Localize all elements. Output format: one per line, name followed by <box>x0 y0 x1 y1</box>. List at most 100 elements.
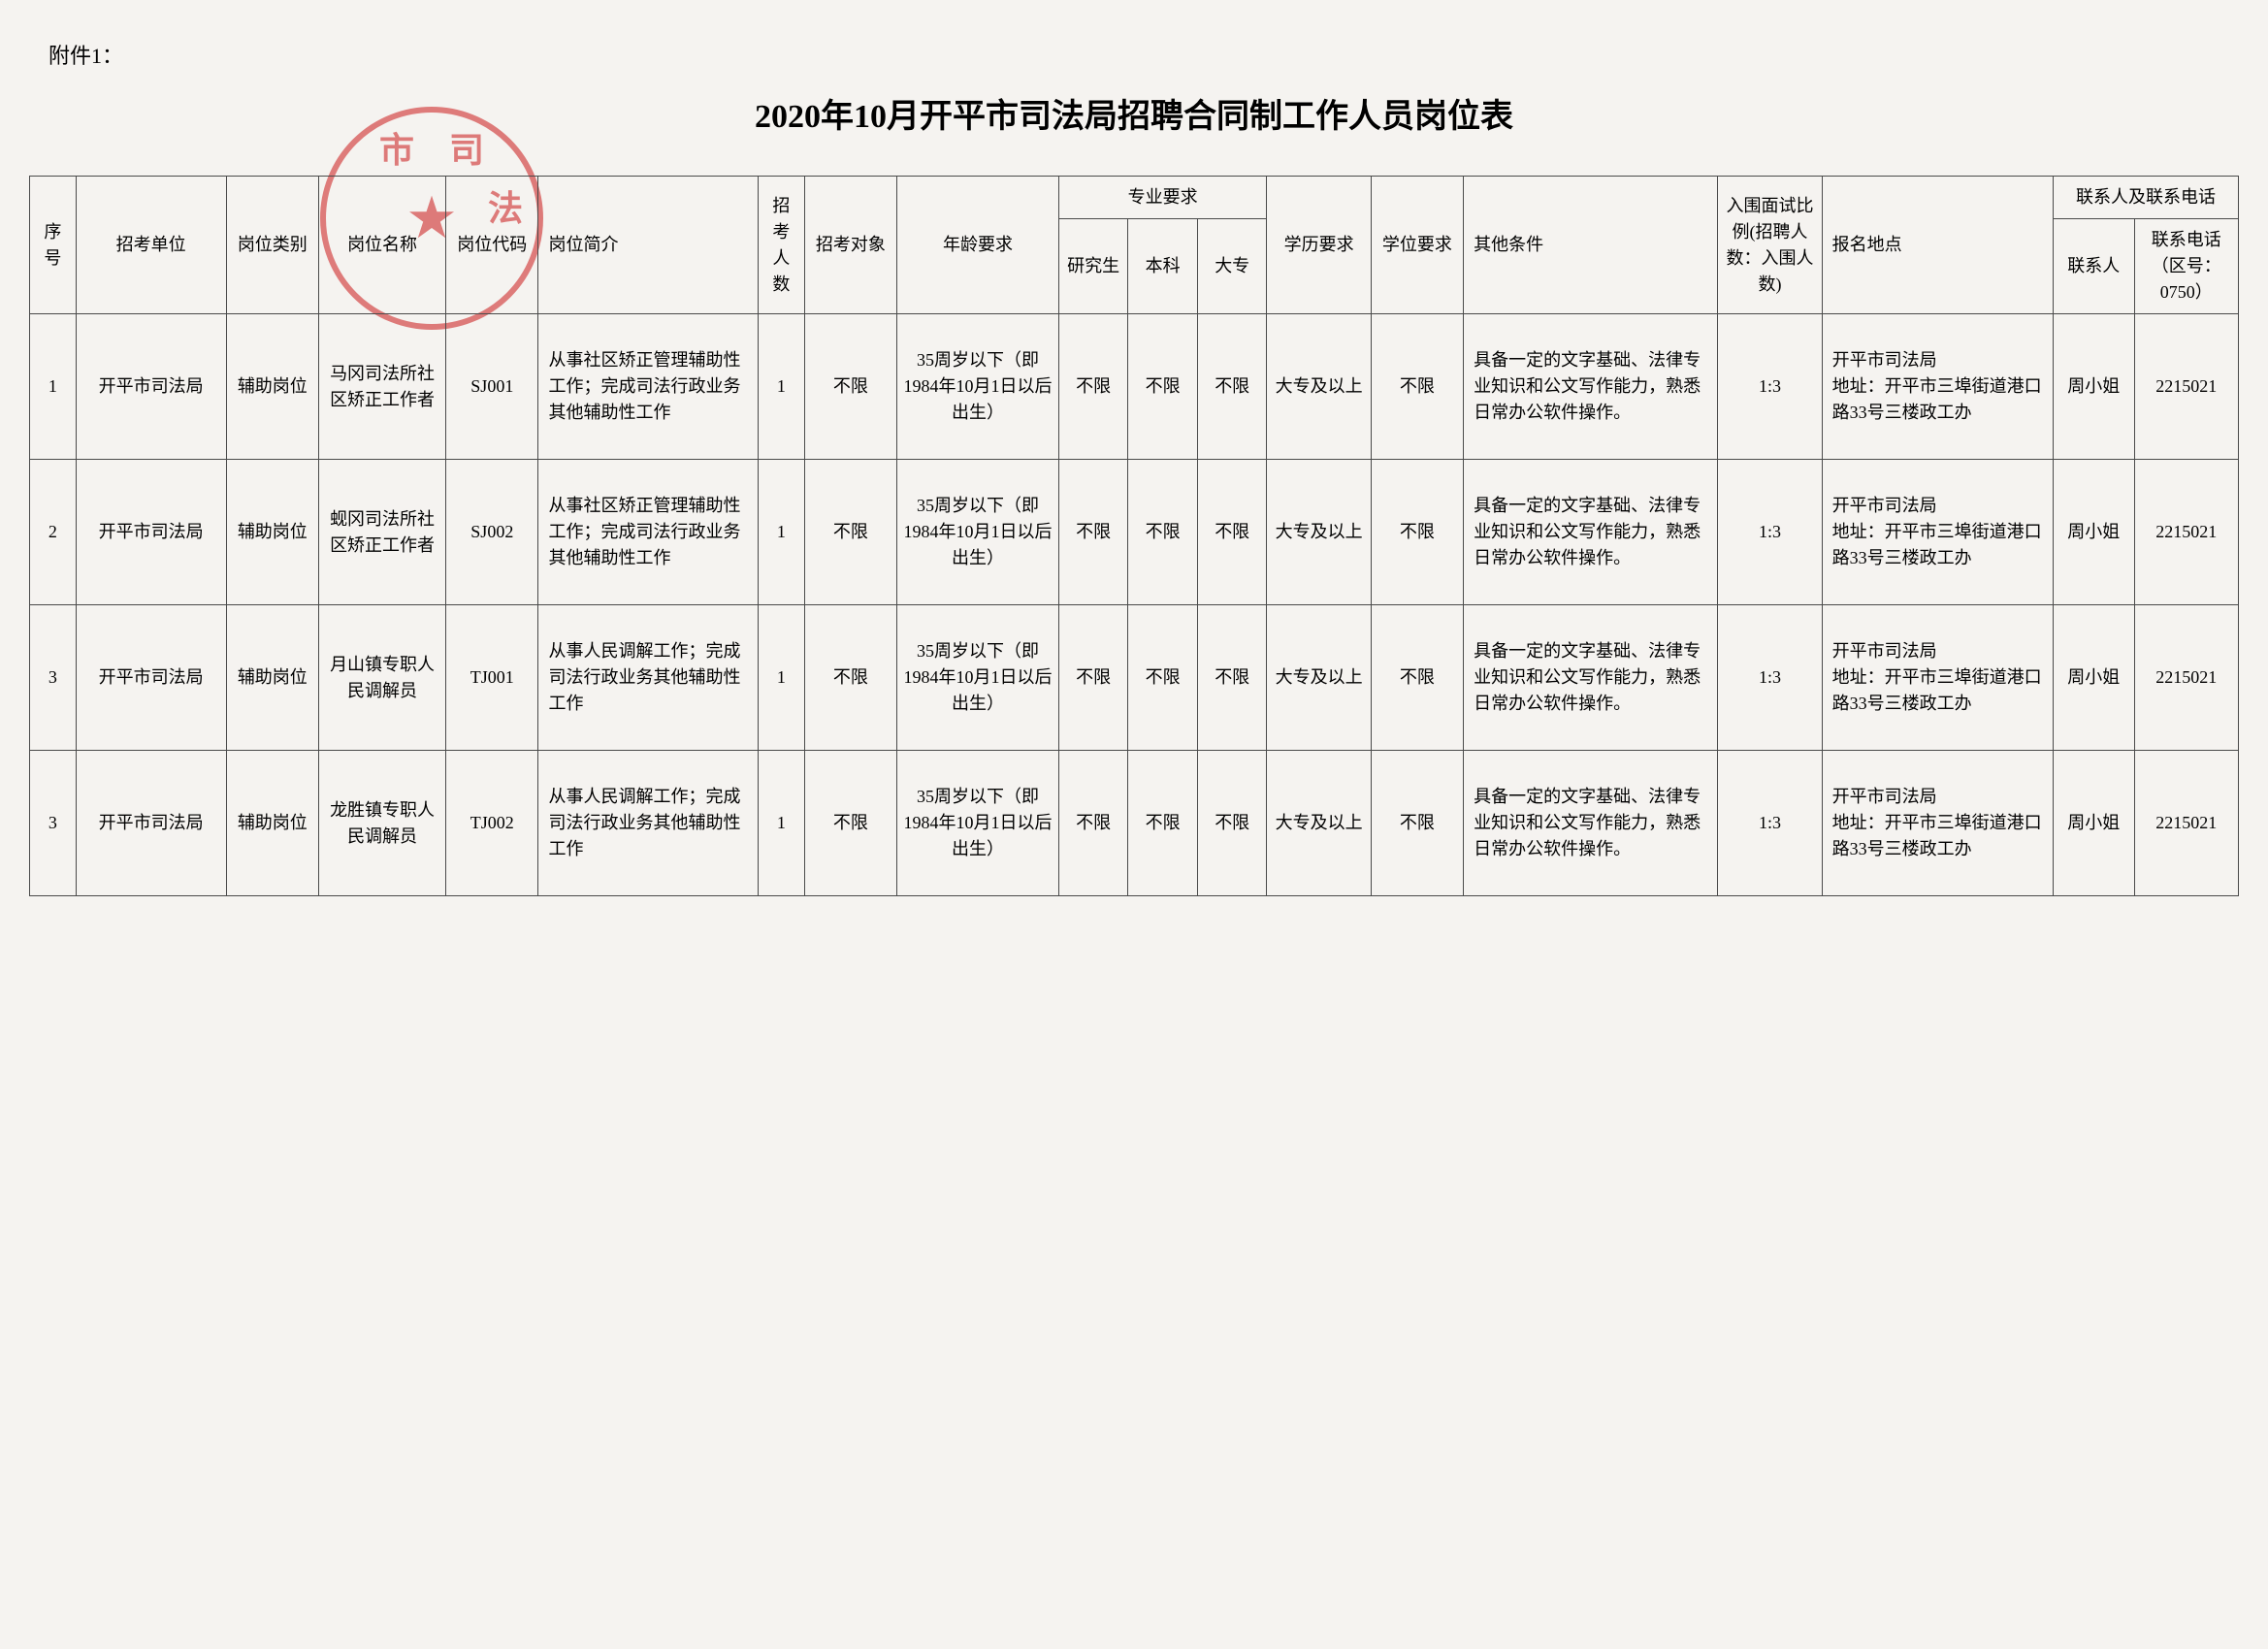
cell-contact_person: 周小姐 <box>2054 751 2134 896</box>
cell-contact_phone: 2215021 <box>2134 605 2239 751</box>
cell-object: 不限 <box>804 314 896 460</box>
attachment-label: 附件1： <box>49 39 2239 70</box>
cell-bachelor: 不限 <box>1128 314 1198 460</box>
header-major-req: 专业要求 <box>1058 177 1267 219</box>
cell-age: 35周岁以下（即1984年10月1日以后出生） <box>897 314 1059 460</box>
cell-object: 不限 <box>804 460 896 605</box>
document-title: 2020年10月开平市司法局招聘合同制工作人员岗位表 <box>29 89 2239 137</box>
cell-grad: 不限 <box>1058 605 1128 751</box>
cell-pos_desc: 从事社区矫正管理辅助性工作；完成司法行政业务其他辅助性工作 <box>538 314 759 460</box>
job-positions-table-wrapper: 序号 招考单位 岗位类别 岗位名称 岗位代码 岗位简介 招考人数 招考对象 年龄… <box>29 176 2239 896</box>
cell-pos_code: SJ002 <box>446 460 538 605</box>
cell-grad: 不限 <box>1058 751 1128 896</box>
cell-count: 1 <box>758 751 804 896</box>
cell-grad: 不限 <box>1058 314 1128 460</box>
cell-degree: 不限 <box>1371 751 1463 896</box>
cell-degree: 不限 <box>1371 314 1463 460</box>
header-seq: 序号 <box>30 177 77 314</box>
cell-unit: 开平市司法局 <box>76 605 226 751</box>
cell-education: 大专及以上 <box>1267 605 1371 751</box>
cell-other: 具备一定的文字基础、法律专业知识和公文写作能力，熟悉日常办公软件操作。 <box>1464 605 1718 751</box>
cell-category: 辅助岗位 <box>226 605 318 751</box>
header-location: 报名地点 <box>1822 177 2053 314</box>
cell-degree: 不限 <box>1371 460 1463 605</box>
table-row: 3开平市司法局辅助岗位龙胜镇专职人民调解员TJ002从事人民调解工作；完成司法行… <box>30 751 2239 896</box>
header-bachelor: 本科 <box>1128 219 1198 314</box>
cell-seq: 3 <box>30 751 77 896</box>
cell-contact_phone: 2215021 <box>2134 460 2239 605</box>
cell-other: 具备一定的文字基础、法律专业知识和公文写作能力，熟悉日常办公软件操作。 <box>1464 751 1718 896</box>
cell-contact_person: 周小姐 <box>2054 460 2134 605</box>
cell-unit: 开平市司法局 <box>76 314 226 460</box>
cell-category: 辅助岗位 <box>226 460 318 605</box>
cell-pos_desc: 从事人民调解工作；完成司法行政业务其他辅助性工作 <box>538 751 759 896</box>
header-category: 岗位类别 <box>226 177 318 314</box>
cell-age: 35周岁以下（即1984年10月1日以后出生） <box>897 751 1059 896</box>
cell-education: 大专及以上 <box>1267 460 1371 605</box>
cell-contact_person: 周小姐 <box>2054 314 2134 460</box>
cell-object: 不限 <box>804 605 896 751</box>
header-poscode: 岗位代码 <box>446 177 538 314</box>
header-posdesc: 岗位简介 <box>538 177 759 314</box>
cell-grad: 不限 <box>1058 460 1128 605</box>
cell-pos_name: 月山镇专职人民调解员 <box>319 605 446 751</box>
cell-count: 1 <box>758 314 804 460</box>
cell-category: 辅助岗位 <box>226 314 318 460</box>
header-age: 年龄要求 <box>897 177 1059 314</box>
cell-location: 开平市司法局地址：开平市三埠街道港口路33号三楼政工办 <box>1822 751 2053 896</box>
cell-object: 不限 <box>804 751 896 896</box>
cell-pos_desc: 从事人民调解工作；完成司法行政业务其他辅助性工作 <box>538 605 759 751</box>
cell-pos_name: 蚬冈司法所社区矫正工作者 <box>319 460 446 605</box>
job-positions-table: 序号 招考单位 岗位类别 岗位名称 岗位代码 岗位简介 招考人数 招考对象 年龄… <box>29 176 2239 896</box>
cell-age: 35周岁以下（即1984年10月1日以后出生） <box>897 460 1059 605</box>
cell-location: 开平市司法局地址：开平市三埠街道港口路33号三楼政工办 <box>1822 314 2053 460</box>
cell-contact_phone: 2215021 <box>2134 751 2239 896</box>
header-degree: 学位要求 <box>1371 177 1463 314</box>
header-contact-person: 联系人 <box>2054 219 2134 314</box>
header-education: 学历要求 <box>1267 177 1371 314</box>
header-associate: 大专 <box>1197 219 1267 314</box>
header-contact-group: 联系人及联系电话 <box>2054 177 2239 219</box>
cell-degree: 不限 <box>1371 605 1463 751</box>
cell-other: 具备一定的文字基础、法律专业知识和公文写作能力，熟悉日常办公软件操作。 <box>1464 460 1718 605</box>
cell-seq: 1 <box>30 314 77 460</box>
cell-seq: 3 <box>30 605 77 751</box>
header-ratio: 入围面试比例(招聘人数：入围人数) <box>1718 177 1822 314</box>
cell-education: 大专及以上 <box>1267 314 1371 460</box>
cell-associate: 不限 <box>1197 460 1267 605</box>
cell-seq: 2 <box>30 460 77 605</box>
cell-location: 开平市司法局地址：开平市三埠街道港口路33号三楼政工办 <box>1822 605 2053 751</box>
cell-bachelor: 不限 <box>1128 605 1198 751</box>
header-object: 招考对象 <box>804 177 896 314</box>
cell-associate: 不限 <box>1197 314 1267 460</box>
cell-pos_desc: 从事社区矫正管理辅助性工作；完成司法行政业务其他辅助性工作 <box>538 460 759 605</box>
cell-unit: 开平市司法局 <box>76 460 226 605</box>
cell-bachelor: 不限 <box>1128 460 1198 605</box>
header-contact-phone: 联系电话（区号：0750） <box>2134 219 2239 314</box>
cell-ratio: 1:3 <box>1718 314 1822 460</box>
table-row: 1开平市司法局辅助岗位马冈司法所社区矫正工作者SJ001从事社区矫正管理辅助性工… <box>30 314 2239 460</box>
cell-location: 开平市司法局地址：开平市三埠街道港口路33号三楼政工办 <box>1822 460 2053 605</box>
cell-contact_phone: 2215021 <box>2134 314 2239 460</box>
table-row: 2开平市司法局辅助岗位蚬冈司法所社区矫正工作者SJ002从事社区矫正管理辅助性工… <box>30 460 2239 605</box>
table-row: 3开平市司法局辅助岗位月山镇专职人民调解员TJ001从事人民调解工作；完成司法行… <box>30 605 2239 751</box>
cell-pos_code: TJ002 <box>446 751 538 896</box>
table-body: 1开平市司法局辅助岗位马冈司法所社区矫正工作者SJ001从事社区矫正管理辅助性工… <box>30 314 2239 896</box>
header-grad: 研究生 <box>1058 219 1128 314</box>
cell-pos_code: SJ001 <box>446 314 538 460</box>
cell-count: 1 <box>758 605 804 751</box>
cell-ratio: 1:3 <box>1718 605 1822 751</box>
header-count: 招考人数 <box>758 177 804 314</box>
cell-associate: 不限 <box>1197 605 1267 751</box>
cell-associate: 不限 <box>1197 751 1267 896</box>
cell-age: 35周岁以下（即1984年10月1日以后出生） <box>897 605 1059 751</box>
cell-count: 1 <box>758 460 804 605</box>
header-other: 其他条件 <box>1464 177 1718 314</box>
cell-ratio: 1:3 <box>1718 751 1822 896</box>
cell-unit: 开平市司法局 <box>76 751 226 896</box>
header-posname: 岗位名称 <box>319 177 446 314</box>
cell-category: 辅助岗位 <box>226 751 318 896</box>
cell-pos_name: 龙胜镇专职人民调解员 <box>319 751 446 896</box>
table-header: 序号 招考单位 岗位类别 岗位名称 岗位代码 岗位简介 招考人数 招考对象 年龄… <box>30 177 2239 314</box>
header-unit: 招考单位 <box>76 177 226 314</box>
